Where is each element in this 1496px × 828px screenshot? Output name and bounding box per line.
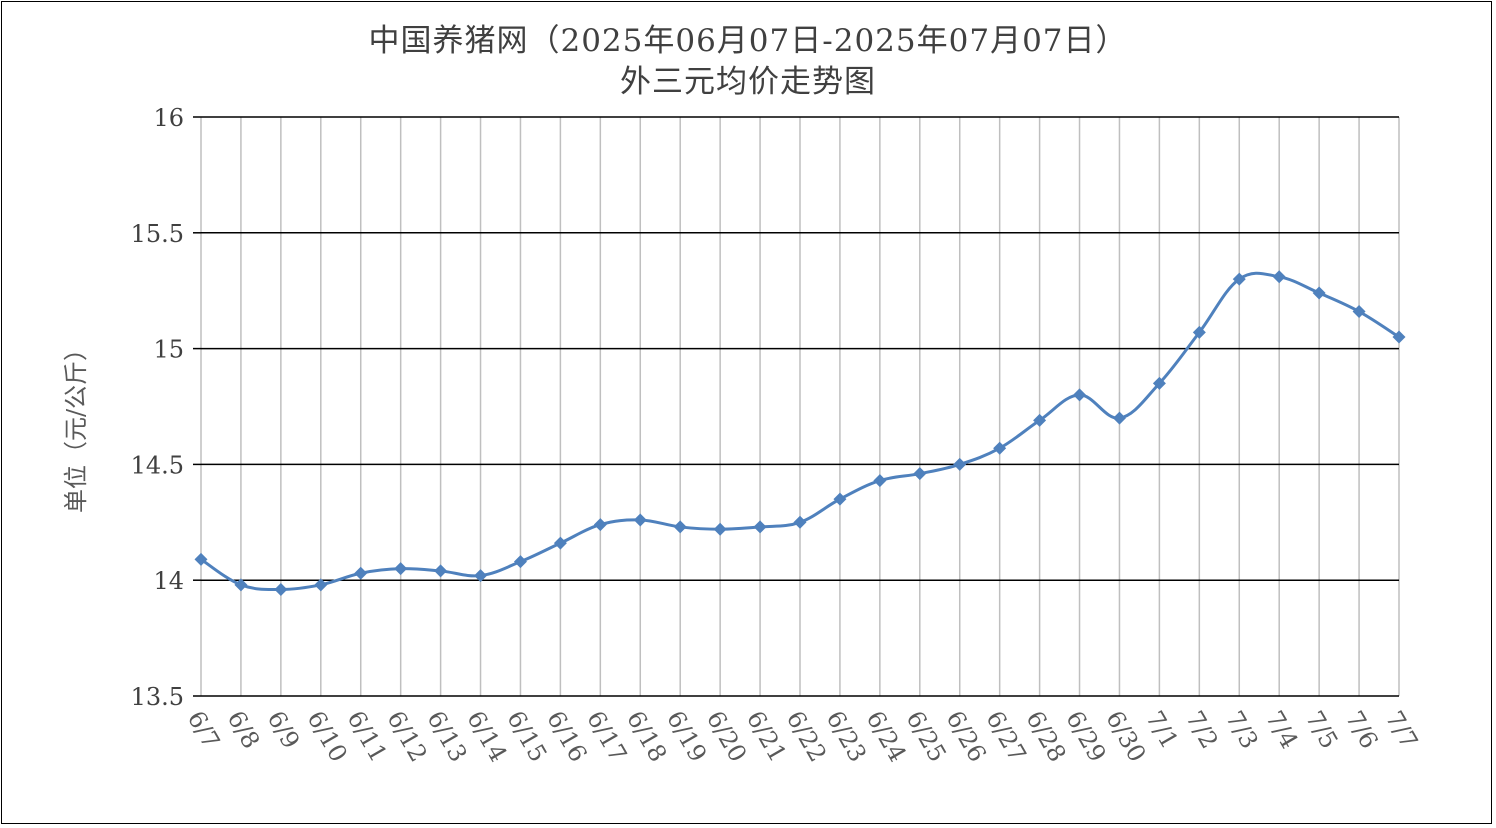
series-markers xyxy=(194,270,1406,596)
data-point-marker xyxy=(633,513,647,527)
data-point-marker xyxy=(1073,388,1087,402)
x-tick-label: 6/18 xyxy=(621,706,672,767)
y-tick-label: 14 xyxy=(153,567,184,595)
y-axis-label: 单位（元/公斤） xyxy=(62,337,90,513)
x-tick-label: 6/13 xyxy=(421,706,472,767)
data-point-marker xyxy=(394,562,408,576)
data-point-marker xyxy=(434,564,448,578)
data-point-marker xyxy=(1192,325,1206,339)
data-point-marker xyxy=(1312,286,1326,300)
x-tick-label: 6/22 xyxy=(781,706,832,767)
chart-title: 中国养猪网（2025年06月07日-2025年07月07日） xyxy=(368,23,1128,59)
data-point-marker xyxy=(913,467,927,481)
x-tick-label: 6/23 xyxy=(821,706,872,767)
x-tick-label: 6/30 xyxy=(1100,706,1151,767)
data-point-marker xyxy=(673,520,687,534)
data-point-marker xyxy=(1152,376,1166,390)
x-tick-label: 6/8 xyxy=(222,706,266,753)
x-tick-label: 6/12 xyxy=(381,706,432,767)
x-tick-label: 6/10 xyxy=(302,706,353,767)
y-tick-label: 14.5 xyxy=(131,451,184,479)
data-point-marker xyxy=(1272,270,1286,284)
data-point-marker xyxy=(953,457,967,471)
x-tick-label: 7/3 xyxy=(1220,706,1264,753)
y-tick-label: 15 xyxy=(153,336,184,364)
data-point-marker xyxy=(354,566,368,580)
data-point-marker xyxy=(194,552,208,566)
x-axis-ticks: 6/76/86/96/106/116/126/136/146/156/166/1… xyxy=(182,706,1424,767)
x-tick-label: 7/4 xyxy=(1260,706,1304,753)
data-point-marker xyxy=(593,518,607,532)
data-point-marker xyxy=(553,536,567,550)
x-tick-label: 6/19 xyxy=(661,706,712,767)
data-point-marker xyxy=(274,582,288,596)
data-point-marker xyxy=(1352,305,1366,319)
chart-subtitle: 外三元均价走势图 xyxy=(620,64,876,100)
data-point-marker xyxy=(1232,272,1246,286)
x-tick-label: 6/28 xyxy=(1020,706,1071,767)
data-point-marker xyxy=(833,492,847,506)
x-tick-label: 7/6 xyxy=(1340,706,1384,753)
x-tick-label: 7/2 xyxy=(1180,706,1224,753)
y-tick-label: 16 xyxy=(153,104,184,132)
x-tick-label: 6/9 xyxy=(262,706,306,753)
data-point-marker xyxy=(314,578,328,592)
x-tick-label: 6/25 xyxy=(901,706,952,767)
data-point-marker xyxy=(1033,413,1047,427)
x-tick-label: 6/24 xyxy=(861,706,912,767)
y-axis-ticks: 13.5 14 14.5 15 15.5 16 xyxy=(131,104,184,711)
data-point-marker xyxy=(793,515,807,529)
x-tick-label: 6/15 xyxy=(501,706,552,767)
data-point-marker xyxy=(873,474,887,488)
data-point-marker xyxy=(474,569,488,583)
y-tick-label: 15.5 xyxy=(131,220,184,248)
x-tick-label: 6/20 xyxy=(701,706,752,767)
x-tick-label: 6/21 xyxy=(741,706,792,767)
x-tick-label: 6/26 xyxy=(941,706,992,767)
y-tick-label: 13.5 xyxy=(131,683,184,711)
data-point-marker xyxy=(753,520,767,534)
data-point-marker xyxy=(513,555,527,569)
data-point-marker xyxy=(1392,330,1406,344)
x-tick-label: 6/27 xyxy=(980,706,1031,767)
x-tick-label: 6/16 xyxy=(541,706,592,767)
x-tick-label: 6/29 xyxy=(1060,706,1111,767)
x-tick-label: 6/17 xyxy=(581,706,632,767)
data-point-marker xyxy=(1112,411,1126,425)
x-tick-label: 7/7 xyxy=(1380,706,1424,753)
x-tick-label: 6/14 xyxy=(461,706,512,767)
x-tick-label: 6/7 xyxy=(182,706,226,753)
data-point-marker xyxy=(234,578,248,592)
grid-lines xyxy=(193,116,1400,697)
data-point-marker xyxy=(713,522,727,536)
x-tick-label: 6/11 xyxy=(342,706,393,767)
data-point-marker xyxy=(993,441,1007,455)
x-tick-label: 7/5 xyxy=(1300,706,1344,753)
